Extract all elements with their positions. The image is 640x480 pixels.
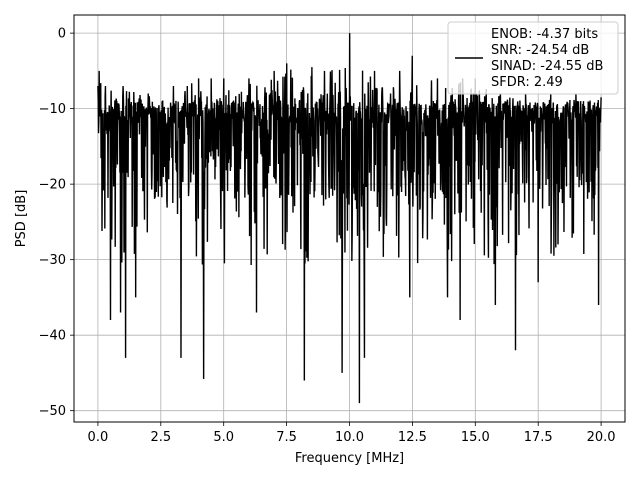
x-axis-label: Frequency [MHz] — [295, 451, 404, 466]
y-tick-label: −50 — [39, 404, 66, 419]
legend-box — [447, 21, 619, 95]
x-tick-label: 0.0 — [88, 430, 109, 445]
legend-sinad: SINAD: -24.55 dB — [491, 59, 603, 74]
x-tick-label: 2.5 — [150, 430, 171, 445]
y-axis-label: PSD [dB] — [14, 190, 29, 248]
y-axis-ticks: 0 −10 −20 −30 −40 −50 — [39, 27, 74, 419]
y-tick-label: −20 — [39, 178, 66, 193]
x-axis-ticks: 0.0 2.5 5.0 7.5 10.0 12.5 15.0 17.5 20.0 — [88, 422, 616, 445]
x-tick-label: 7.5 — [276, 430, 297, 445]
legend-snr: SNR: -24.54 dB — [491, 43, 589, 58]
x-tick-label: 20.0 — [587, 430, 616, 445]
y-tick-label: −40 — [39, 329, 66, 344]
legend-enob: ENOB: -4.37 bits — [491, 27, 598, 42]
y-tick-label: −10 — [39, 102, 66, 117]
legend-sfdr: SFDR: 2.49 — [491, 75, 563, 90]
x-tick-label: 12.5 — [398, 430, 427, 445]
legend: ENOB: -4.37 bits SNR: -24.54 dB SINAD: -… — [447, 21, 619, 95]
y-tick-label: 0 — [58, 27, 66, 42]
x-tick-label: 15.0 — [461, 430, 490, 445]
x-tick-label: 17.5 — [524, 430, 553, 445]
y-tick-label: −30 — [39, 253, 66, 268]
psd-trace — [97, 33, 602, 404]
x-tick-label: 5.0 — [213, 430, 234, 445]
psd-series-line — [97, 33, 602, 404]
x-tick-label: 10.0 — [335, 430, 364, 445]
